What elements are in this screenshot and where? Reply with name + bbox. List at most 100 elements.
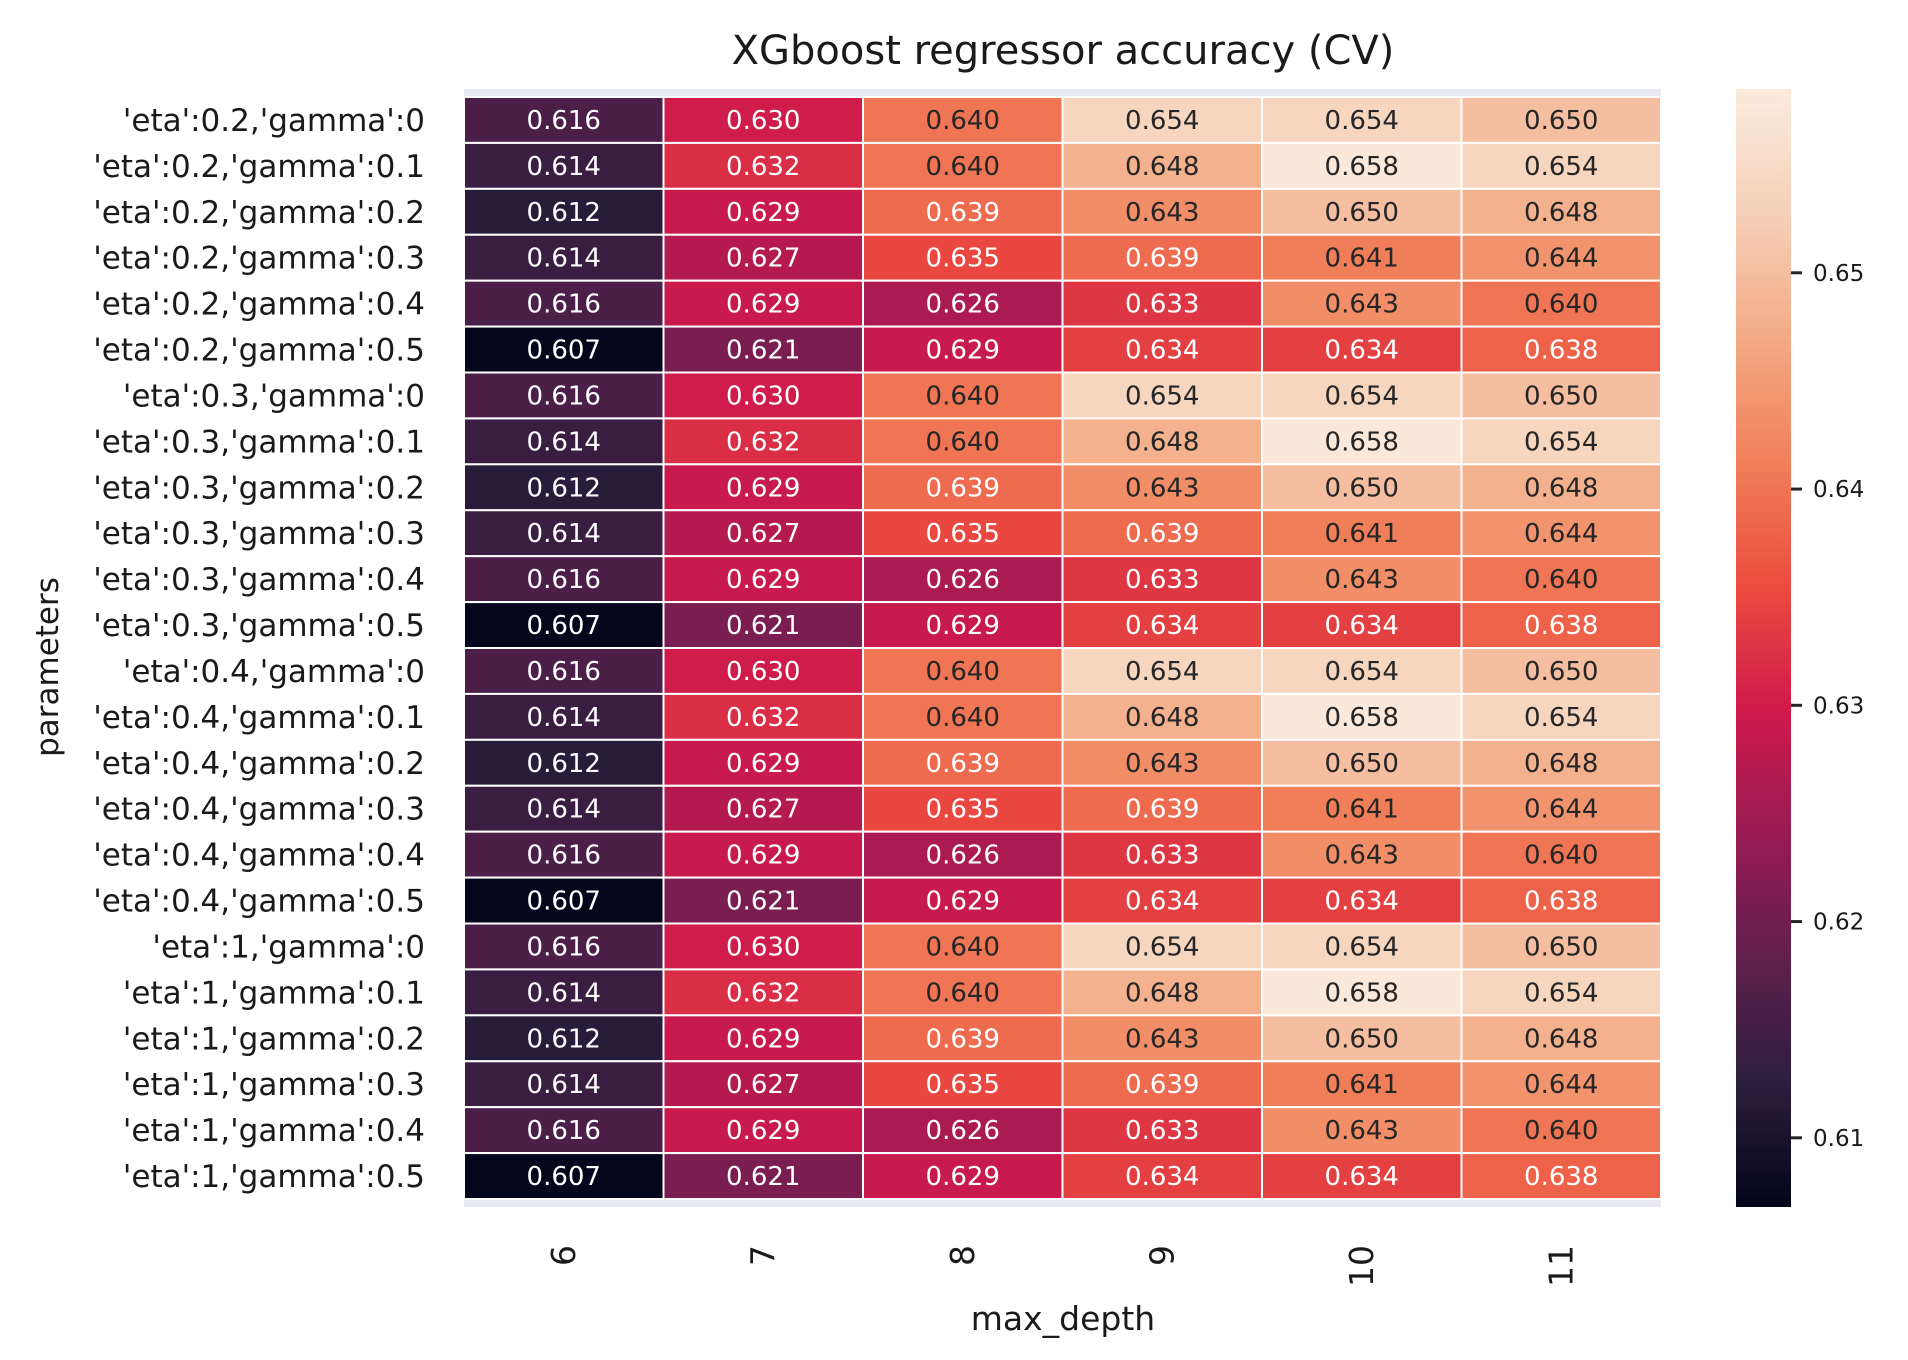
heatmap-cell xyxy=(1261,555,1463,604)
chart-title: XGboost regressor accuracy (CV) xyxy=(732,28,1395,74)
heatmap-cell xyxy=(1460,1014,1662,1063)
heatmap-cell xyxy=(662,509,864,558)
cell-value-label: 0.629 xyxy=(726,1024,800,1054)
cell-value-label: 0.640 xyxy=(926,427,1000,457)
cell-value-label: 0.641 xyxy=(1325,1070,1399,1100)
cell-value-label: 0.614 xyxy=(527,1070,601,1100)
heatmap-cell xyxy=(862,922,1064,971)
heatmap-cell xyxy=(1261,417,1463,466)
cell-value-label: 0.639 xyxy=(1125,1070,1199,1100)
cell-value-label: 0.629 xyxy=(726,841,800,871)
heatmap-cell xyxy=(1261,1014,1463,1063)
cell-value-label: 0.607 xyxy=(527,336,601,366)
heatmap-cell xyxy=(662,555,864,604)
cell-value-label: 0.632 xyxy=(726,703,800,733)
cell-value-label: 0.639 xyxy=(1125,795,1199,825)
cell-value-label: 0.639 xyxy=(926,473,1000,503)
y-tick-label: 'eta':1,'gamma':0.2 xyxy=(123,1021,425,1057)
cell-value-label: 0.627 xyxy=(726,1070,800,1100)
cell-value-label: 0.634 xyxy=(1325,336,1399,366)
heatmap-cell xyxy=(1261,830,1463,879)
cell-value-label: 0.650 xyxy=(1524,932,1598,962)
heatmap-cell xyxy=(463,417,665,466)
heatmap-cell xyxy=(662,417,864,466)
colorbar-tick-label: 0.64 xyxy=(1813,477,1864,503)
x-tick-label: 11 xyxy=(1541,1245,1580,1287)
heatmap-cell xyxy=(862,830,1064,879)
cell-value-label: 0.650 xyxy=(1524,381,1598,411)
colorbar-tick-label: 0.61 xyxy=(1813,1126,1864,1152)
y-tick-label: 'eta':0.4,'gamma':0 xyxy=(123,654,425,690)
cell-value-label: 0.627 xyxy=(726,795,800,825)
heatmap-cell xyxy=(1460,876,1662,925)
cell-value-label: 0.614 xyxy=(527,427,601,457)
cell-value-label: 0.635 xyxy=(926,519,1000,549)
cell-value-label: 0.648 xyxy=(1524,473,1598,503)
cell-value-label: 0.612 xyxy=(527,473,601,503)
heatmap-cell xyxy=(1261,509,1463,558)
heatmap-cell-labels: 0.616 0.630 0.640 0.654 0.654 0.650 0.614 0.632… xyxy=(527,106,1599,1192)
heatmap-cell xyxy=(662,187,864,236)
cell-value-label: 0.621 xyxy=(726,1162,800,1192)
y-tick-label: 'eta':0.2,'gamma':0.2 xyxy=(93,195,425,231)
cell-value-label: 0.616 xyxy=(527,290,601,320)
heatmap-cell xyxy=(463,187,665,236)
heatmap-cell xyxy=(662,738,864,787)
colorbar xyxy=(1736,89,1791,1207)
heatmap-cell xyxy=(862,371,1064,420)
cell-value-label: 0.648 xyxy=(1125,703,1199,733)
y-tick-label: 'eta':0.4,'gamma':0.2 xyxy=(93,746,425,782)
cell-value-label: 0.643 xyxy=(1325,841,1399,871)
cell-value-label: 0.632 xyxy=(726,152,800,182)
y-tick-label: 'eta':0.3,'gamma':0.5 xyxy=(93,608,425,644)
heatmap-cell xyxy=(463,738,665,787)
heatmap-cell xyxy=(662,371,864,420)
heatmap-cell xyxy=(1460,922,1662,971)
heatmap-cells xyxy=(463,96,1662,1201)
heatmap-cell xyxy=(862,463,1064,512)
heatmap-cell xyxy=(463,1014,665,1063)
cell-value-label: 0.629 xyxy=(926,887,1000,917)
cell-value-label: 0.640 xyxy=(926,932,1000,962)
y-tick-label: 'eta':0.4,'gamma':0.3 xyxy=(93,792,425,828)
cell-value-label: 0.638 xyxy=(1524,1162,1598,1192)
heatmap-cell xyxy=(463,647,665,695)
heatmap-cell xyxy=(662,692,864,741)
cell-value-label: 0.630 xyxy=(726,106,800,136)
cell-value-label: 0.633 xyxy=(1125,1116,1199,1146)
heatmap-cell xyxy=(662,463,864,512)
heatmap-cell xyxy=(862,738,1064,787)
heatmap-cell xyxy=(862,96,1064,144)
cell-value-label: 0.612 xyxy=(527,749,601,779)
cell-value-label: 0.640 xyxy=(1524,1116,1598,1146)
y-tick-label: 'eta':1,'gamma':0.1 xyxy=(123,975,425,1011)
cell-value-label: 0.650 xyxy=(1325,749,1399,779)
cell-value-label: 0.639 xyxy=(926,749,1000,779)
cell-value-label: 0.616 xyxy=(527,841,601,871)
cell-value-label: 0.614 xyxy=(527,978,601,1008)
x-tick-label: 8 xyxy=(943,1245,982,1266)
cell-value-label: 0.650 xyxy=(1524,657,1598,687)
heatmap-cell xyxy=(463,968,665,1017)
colorbar-tick-label: 0.62 xyxy=(1813,910,1864,936)
cell-value-label: 0.635 xyxy=(926,795,1000,825)
heatmap-cell xyxy=(1261,876,1463,925)
heatmap-cell xyxy=(1460,509,1662,558)
cell-value-label: 0.614 xyxy=(527,244,601,274)
cell-value-label: 0.638 xyxy=(1524,336,1598,366)
heatmap-cell xyxy=(1061,233,1263,282)
heatmap-cell xyxy=(662,279,864,328)
cell-value-label: 0.635 xyxy=(926,244,1000,274)
heatmap-cell xyxy=(463,1106,665,1155)
heatmap-cell xyxy=(463,279,665,328)
cell-value-label: 0.616 xyxy=(527,381,601,411)
x-tick-labels: 6 7 8 9 10 11 xyxy=(544,1245,1581,1287)
cell-value-label: 0.654 xyxy=(1125,657,1199,687)
heatmap-cell xyxy=(1460,601,1662,649)
y-tick-label: 'eta':1,'gamma':0.3 xyxy=(123,1067,425,1103)
cell-value-label: 0.629 xyxy=(726,749,800,779)
cell-value-label: 0.626 xyxy=(926,290,1000,320)
cell-value-label: 0.638 xyxy=(1524,611,1598,641)
cell-value-label: 0.629 xyxy=(926,1162,1000,1192)
cell-value-label: 0.639 xyxy=(1125,519,1199,549)
